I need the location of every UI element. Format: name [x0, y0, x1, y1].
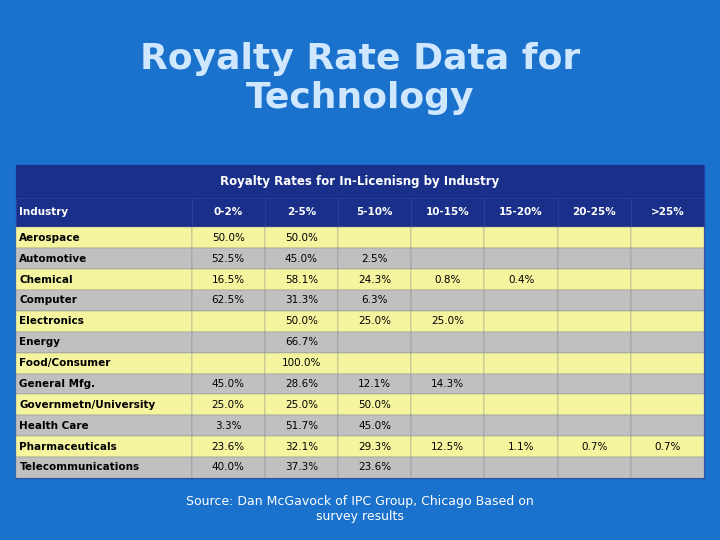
Text: Energy: Energy	[19, 337, 60, 347]
Text: 32.1%: 32.1%	[285, 442, 318, 451]
Text: Pharmaceuticals: Pharmaceuticals	[19, 442, 117, 451]
Text: 50.0%: 50.0%	[285, 316, 318, 326]
Text: 45.0%: 45.0%	[285, 254, 318, 264]
Text: 52.5%: 52.5%	[212, 254, 245, 264]
Text: 37.3%: 37.3%	[285, 462, 318, 472]
Text: Health Care: Health Care	[19, 421, 89, 431]
Text: 0.4%: 0.4%	[508, 274, 534, 285]
Text: Aerospace: Aerospace	[19, 233, 81, 243]
Text: 31.3%: 31.3%	[285, 295, 318, 306]
Text: 40.0%: 40.0%	[212, 462, 245, 472]
Text: 0.7%: 0.7%	[581, 442, 608, 451]
Text: 62.5%: 62.5%	[212, 295, 245, 306]
Text: 28.6%: 28.6%	[285, 379, 318, 389]
Text: 5-10%: 5-10%	[356, 207, 393, 218]
Text: 0-2%: 0-2%	[214, 207, 243, 218]
Text: 25.0%: 25.0%	[358, 316, 391, 326]
Text: 0.7%: 0.7%	[654, 442, 680, 451]
Text: Telecommunications: Telecommunications	[19, 462, 140, 472]
Text: 25.0%: 25.0%	[212, 400, 245, 410]
Text: 1.1%: 1.1%	[508, 442, 534, 451]
Text: Source: Dan McGavock of IPC Group, Chicago Based on
survey results: Source: Dan McGavock of IPC Group, Chica…	[186, 495, 534, 523]
Text: >25%: >25%	[651, 207, 685, 218]
Text: Electronics: Electronics	[19, 316, 84, 326]
Text: 25.0%: 25.0%	[285, 400, 318, 410]
Text: 12.1%: 12.1%	[358, 379, 391, 389]
Text: 45.0%: 45.0%	[212, 379, 245, 389]
Text: 24.3%: 24.3%	[358, 274, 391, 285]
Text: 50.0%: 50.0%	[359, 400, 391, 410]
Text: Royalty Rates for In-Licenisng by Industry: Royalty Rates for In-Licenisng by Indust…	[220, 174, 500, 187]
Text: 2.5%: 2.5%	[361, 254, 388, 264]
Text: 12.5%: 12.5%	[431, 442, 464, 451]
Text: 23.6%: 23.6%	[358, 462, 391, 472]
Text: 2-5%: 2-5%	[287, 207, 316, 218]
Text: 23.6%: 23.6%	[212, 442, 245, 451]
Text: 58.1%: 58.1%	[285, 274, 318, 285]
Text: 45.0%: 45.0%	[358, 421, 391, 431]
Text: Computer: Computer	[19, 295, 77, 306]
Text: 20-25%: 20-25%	[572, 207, 616, 218]
Text: Governmetn/University: Governmetn/University	[19, 400, 156, 410]
Text: Industry: Industry	[19, 207, 68, 218]
Text: 66.7%: 66.7%	[285, 337, 318, 347]
Text: 29.3%: 29.3%	[358, 442, 391, 451]
Text: Food/Consumer: Food/Consumer	[19, 358, 111, 368]
Text: 25.0%: 25.0%	[431, 316, 464, 326]
Text: 50.0%: 50.0%	[285, 233, 318, 243]
Text: 100.0%: 100.0%	[282, 358, 321, 368]
Text: 10-15%: 10-15%	[426, 207, 469, 218]
Text: 51.7%: 51.7%	[285, 421, 318, 431]
Text: 50.0%: 50.0%	[212, 233, 245, 243]
Text: 15-20%: 15-20%	[499, 207, 543, 218]
Text: 0.8%: 0.8%	[435, 274, 461, 285]
Text: Royalty Rate Data for
Technology: Royalty Rate Data for Technology	[140, 42, 580, 115]
Text: Automotive: Automotive	[19, 254, 88, 264]
Text: 3.3%: 3.3%	[215, 421, 241, 431]
Text: 14.3%: 14.3%	[431, 379, 464, 389]
Text: General Mfg.: General Mfg.	[19, 379, 96, 389]
Text: 6.3%: 6.3%	[361, 295, 388, 306]
Text: 16.5%: 16.5%	[212, 274, 245, 285]
Text: Chemical: Chemical	[19, 274, 73, 285]
